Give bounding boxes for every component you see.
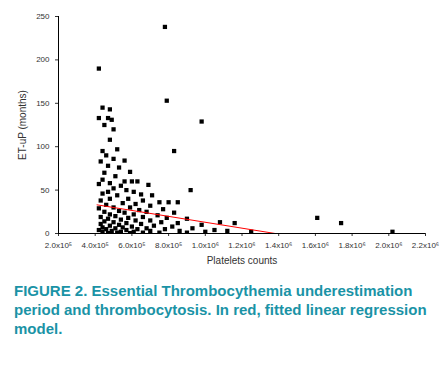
svg-text:50: 50 xyxy=(41,186,50,195)
svg-text:2.0x10⁵: 2.0x10⁵ xyxy=(45,241,72,250)
svg-text:200: 200 xyxy=(36,55,50,64)
html-text:FIGURE 2. Essential Thrombocyt: FIGURE 2. Essential Thrombocythemia unde… xyxy=(14,282,427,337)
svg-text:150: 150 xyxy=(36,99,50,108)
svg-text:ET-uP (months): ET-uP (months) xyxy=(17,90,28,160)
svg-text:Platelets counts: Platelets counts xyxy=(207,255,278,266)
svg-text:6.0x10⁵: 6.0x10⁵ xyxy=(118,241,145,250)
svg-text:1.0x10⁶: 1.0x10⁶ xyxy=(192,241,219,250)
svg-text:8.0x10⁵: 8.0x10⁵ xyxy=(155,241,182,250)
svg-text:1.6x10⁶: 1.6x10⁶ xyxy=(302,241,329,250)
svg-text:1.2x10⁶: 1.2x10⁶ xyxy=(228,241,255,250)
svg-text:2.0x10⁶: 2.0x10⁶ xyxy=(375,241,402,250)
svg-text:2.2x10⁶: 2.2x10⁶ xyxy=(412,241,439,250)
svg-text:100: 100 xyxy=(36,142,50,151)
svg-text:4.0x10⁵: 4.0x10⁵ xyxy=(82,241,109,250)
svg-text:1.4x10⁶: 1.4x10⁶ xyxy=(265,241,292,250)
svg-text:1.8x10⁶: 1.8x10⁶ xyxy=(338,241,365,250)
svg-text:250: 250 xyxy=(36,12,50,21)
svg-text:0: 0 xyxy=(45,229,50,238)
